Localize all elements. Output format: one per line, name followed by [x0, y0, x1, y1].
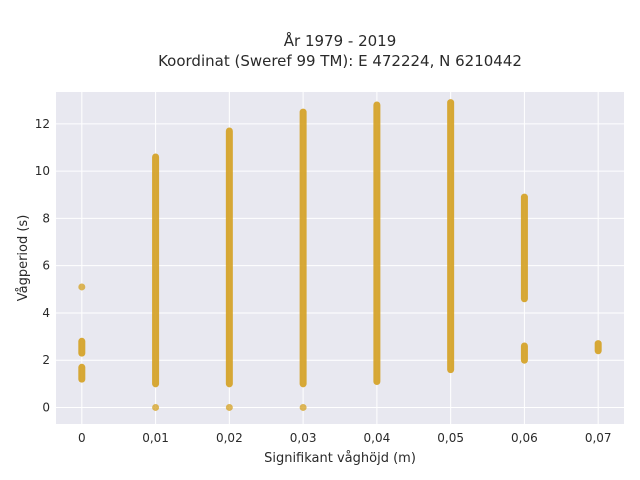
- y-tick-label: 8: [42, 211, 50, 225]
- y-tick-label: 4: [42, 306, 50, 320]
- x-tick-label: 0,06: [511, 431, 538, 445]
- y-tick-label: 12: [35, 117, 50, 131]
- marker-band: [373, 101, 381, 385]
- x-tick-label: 0: [78, 431, 86, 445]
- chart-title-line1: År 1979 - 2019: [284, 31, 397, 50]
- x-tick-label: 0,05: [437, 431, 464, 445]
- marker-band: [299, 108, 307, 388]
- y-tick-label: 6: [42, 259, 50, 273]
- marker-band: [594, 340, 602, 355]
- y-tick-label: 10: [35, 164, 50, 178]
- marker-band: [78, 363, 86, 383]
- x-tick-label: 0,04: [364, 431, 391, 445]
- marker-point: [78, 283, 86, 291]
- x-axis-title: Signifikant våghöjd (m): [264, 451, 416, 466]
- marker-band: [78, 337, 86, 357]
- x-tick-label: 0,03: [290, 431, 317, 445]
- y-tick-label: 0: [42, 400, 50, 414]
- plot-area: 0 0,01 0,02 0,03 0,04 0,05 0,06 0,07 0 2 4 6 8 10 12: [35, 92, 624, 445]
- x-tick-label: 0,02: [216, 431, 243, 445]
- y-tick-label: 2: [42, 353, 50, 367]
- marker-band: [520, 342, 528, 364]
- marker-point: [299, 403, 307, 411]
- marker-point: [225, 403, 233, 411]
- marker-band: [520, 193, 528, 303]
- marker-band: [447, 99, 455, 374]
- marker-band: [225, 127, 233, 388]
- x-tick-label: 0,01: [142, 431, 169, 445]
- marker-band: [152, 153, 160, 388]
- marker-point: [152, 403, 160, 411]
- plot-background: [56, 92, 624, 424]
- x-tick-label: 0,07: [585, 431, 612, 445]
- chart-title-line2: Koordinat (Sweref 99 TM): E 472224, N 62…: [158, 52, 522, 70]
- y-axis-title: Vågperiod (s): [16, 215, 31, 302]
